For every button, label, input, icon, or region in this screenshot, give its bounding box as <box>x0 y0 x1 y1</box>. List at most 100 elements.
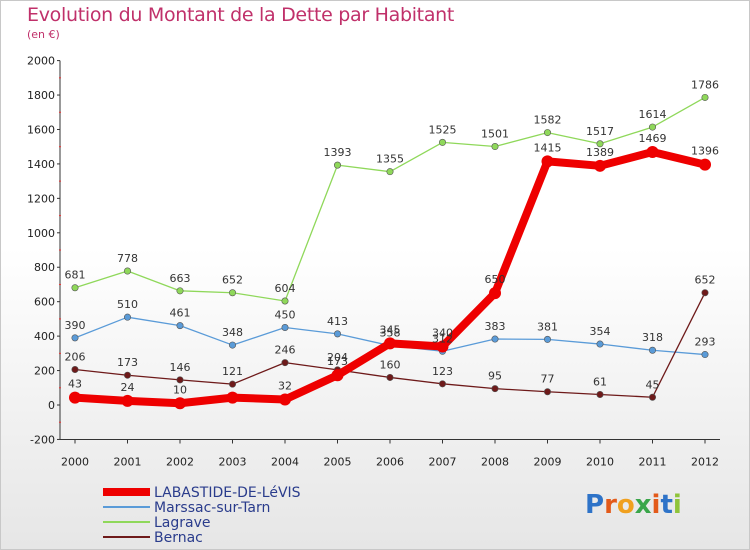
data-label: 1501 <box>481 128 509 141</box>
y-tick-label: 1000 <box>27 227 55 240</box>
data-label: 121 <box>222 365 243 378</box>
y-tick-label: 800 <box>34 261 55 274</box>
data-label: 652 <box>695 274 716 287</box>
data-label: 32 <box>278 379 292 392</box>
data-point <box>596 340 604 348</box>
data-point <box>543 335 551 343</box>
series-bernac <box>71 289 709 401</box>
data-point <box>124 371 132 379</box>
data-point <box>333 161 341 169</box>
data-label: 461 <box>170 307 191 320</box>
data-label: 450 <box>275 309 296 322</box>
data-label: 358 <box>380 327 401 340</box>
data-label: 1614 <box>639 108 667 121</box>
data-label: 1389 <box>586 146 614 159</box>
data-label: 663 <box>170 272 191 285</box>
legend-label: LABASTIDE-DE-LéVIS <box>154 485 301 501</box>
y-tick-label: 1200 <box>27 192 55 205</box>
data-point <box>71 334 79 342</box>
data-point <box>701 93 709 101</box>
data-label: 204 <box>327 351 348 364</box>
x-tick-label: 2008 <box>481 455 509 468</box>
data-point <box>543 129 551 137</box>
data-label: 681 <box>65 269 86 282</box>
proxiti-logo: Proxiti <box>585 490 682 520</box>
legend-label: Lagrave <box>154 515 211 531</box>
data-point <box>596 140 604 148</box>
series-labastide-de-l-vis <box>69 146 711 410</box>
data-point <box>226 391 239 404</box>
data-label: 381 <box>537 320 558 333</box>
data-point <box>384 337 396 350</box>
logo-letter: x <box>634 490 652 520</box>
data-label: 1396 <box>691 145 719 158</box>
data-point <box>71 366 79 374</box>
data-point <box>596 390 604 398</box>
data-point <box>279 393 291 406</box>
data-label: 390 <box>65 319 86 332</box>
x-tick-label: 2009 <box>534 455 562 468</box>
logo-letter: i <box>651 490 661 520</box>
data-label: 43 <box>68 378 82 391</box>
data-point <box>648 393 656 401</box>
data-label: 1517 <box>586 125 614 138</box>
x-tick-label: 2012 <box>691 455 719 468</box>
data-point <box>281 359 289 367</box>
data-label: 173 <box>117 356 138 369</box>
data-label: 10 <box>173 383 187 396</box>
x-tick-label: 2006 <box>376 455 404 468</box>
data-point <box>543 388 551 396</box>
x-tick-label: 2011 <box>639 455 667 468</box>
data-point <box>648 346 656 354</box>
data-label: 650 <box>485 273 506 286</box>
data-point <box>176 376 184 384</box>
data-point <box>701 289 709 297</box>
legend-item: LABASTIDE-DE-LéVIS <box>103 485 301 501</box>
data-point <box>281 297 289 305</box>
data-point <box>646 146 659 159</box>
data-label: 778 <box>117 252 138 265</box>
data-label: 206 <box>65 351 86 364</box>
data-label: 1582 <box>534 114 562 127</box>
data-point <box>176 287 184 295</box>
data-label: 348 <box>222 326 243 339</box>
data-point <box>438 380 446 388</box>
legend-item: Bernac <box>103 530 203 546</box>
data-point <box>491 143 499 151</box>
data-label: 604 <box>275 282 296 295</box>
x-tick-label: 2000 <box>61 455 89 468</box>
data-label: 24 <box>121 381 135 394</box>
y-tick-label: 200 <box>34 365 55 378</box>
y-tick-label: -200 <box>30 433 55 446</box>
data-point <box>386 168 394 176</box>
data-label: 45 <box>646 378 660 391</box>
data-label: 1393 <box>324 146 352 159</box>
chart-title: Evolution du Montant de la Dette par Hab… <box>27 4 455 26</box>
data-label: 61 <box>593 375 607 388</box>
data-label: 246 <box>275 344 296 357</box>
data-label: 510 <box>117 298 138 311</box>
y-tick-label: 2000 <box>27 55 55 68</box>
data-label: 123 <box>432 365 453 378</box>
data-point <box>71 284 79 292</box>
y-tick-label: 1800 <box>27 89 55 102</box>
data-point <box>648 123 656 131</box>
data-label: 95 <box>488 370 502 383</box>
legend-label: Marssac-sur-Tarn <box>154 500 270 516</box>
data-label: 146 <box>170 361 191 374</box>
x-tick-label: 2005 <box>324 455 352 468</box>
data-point <box>176 322 184 330</box>
data-point <box>541 155 554 168</box>
data-point <box>121 394 134 407</box>
data-point <box>124 313 132 321</box>
legend-item: Lagrave <box>103 515 211 531</box>
logo-letter: i <box>672 490 682 520</box>
data-label: 1525 <box>429 123 457 136</box>
x-tick-label: 2001 <box>114 455 142 468</box>
data-point <box>229 289 237 297</box>
x-tick-label: 2004 <box>271 455 299 468</box>
x-tick-label: 2003 <box>219 455 247 468</box>
data-point <box>331 369 344 382</box>
data-point <box>229 380 237 388</box>
